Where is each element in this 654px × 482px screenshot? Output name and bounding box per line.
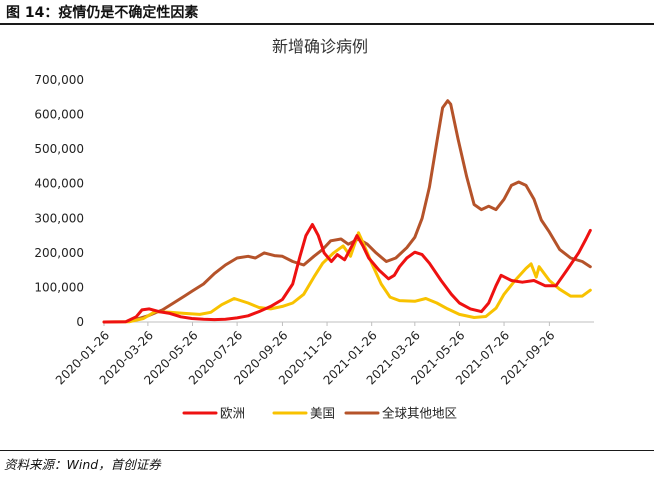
- y-axis: 0 100,000 200,000 300,000 400,000 500,000 600,…: [34, 73, 84, 329]
- y-tick-label: 500,000: [34, 142, 84, 156]
- y-tick-label: 300,000: [34, 211, 84, 225]
- series-layer: [102, 99, 592, 324]
- legend-label-rest: 全球其他地区: [382, 406, 457, 421]
- series-line-usa: [102, 231, 592, 324]
- x-axis: 2020-01-262020-03-262020-05-262020-07-26…: [53, 321, 594, 387]
- line-chart: 新增确诊病例 0 100,000 200,000 300,000 400,000 500,…: [34, 37, 594, 421]
- source-note: 资料来源：Wind，首创证券: [4, 457, 161, 472]
- y-tick-label: 400,000: [34, 177, 84, 191]
- series-line-rest: [128, 99, 592, 323]
- legend-label-europe: 欧洲: [220, 406, 245, 421]
- legend-label-usa: 美国: [310, 406, 335, 421]
- y-tick-label: 700,000: [34, 73, 84, 87]
- y-tick-label: 0: [76, 315, 84, 329]
- legend: 欧洲 美国 全球其他地区: [182, 406, 457, 421]
- top-rule: [0, 23, 654, 25]
- y-tick-label: 600,000: [34, 108, 84, 122]
- bottom-rule: [0, 450, 654, 451]
- series-line-europe: [102, 223, 592, 324]
- figure-caption: 图 14：疫情仍是不确定性因素: [6, 5, 199, 21]
- y-tick-label: 100,000: [34, 280, 84, 294]
- chart-title: 新增确诊病例: [272, 37, 368, 56]
- y-tick-label: 200,000: [34, 246, 84, 260]
